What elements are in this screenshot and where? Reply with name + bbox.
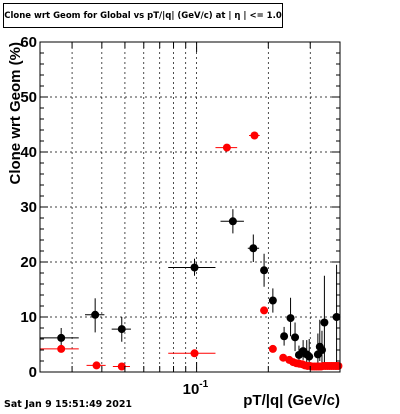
- series-0: [40, 209, 341, 367]
- marker: [57, 344, 66, 353]
- data-point-black: [280, 326, 289, 346]
- data-point-red: [86, 361, 106, 370]
- data-point-black: [332, 264, 341, 367]
- data-point-red: [334, 361, 343, 370]
- data-point-black: [85, 298, 105, 333]
- data-point-black: [320, 275, 329, 367]
- marker: [279, 353, 288, 362]
- marker: [249, 244, 258, 253]
- data-point-black: [305, 339, 314, 367]
- data-point-black: [111, 317, 131, 342]
- marker: [305, 352, 314, 361]
- marker: [320, 318, 329, 327]
- y-tick-label: 40: [20, 144, 37, 161]
- marker: [117, 325, 126, 334]
- data-point-red: [215, 143, 238, 152]
- marker: [280, 332, 289, 341]
- data-point-black: [268, 288, 277, 313]
- chart-title: Clone wrt Geom for Global vs pT/|q| (GeV…: [3, 3, 283, 28]
- marker: [268, 344, 277, 353]
- data-point-red: [40, 344, 79, 353]
- data-point-red: [168, 349, 216, 358]
- marker: [260, 266, 269, 275]
- data-point-red: [112, 362, 130, 371]
- marker: [268, 296, 277, 305]
- marker: [228, 217, 237, 226]
- marker: [190, 263, 199, 272]
- y-tick-label: 60: [20, 34, 37, 51]
- marker: [222, 143, 231, 152]
- marker: [190, 349, 199, 358]
- marker: [250, 131, 259, 140]
- x-tick-label: 10-1: [183, 379, 209, 398]
- data-point-red: [260, 306, 269, 315]
- data-point-black: [286, 297, 295, 337]
- y-axis-title: Clone wrt Geom (%): [7, 42, 24, 185]
- axis-ticks: 0 10 20 30 40 50 60 10-1: [20, 34, 340, 398]
- grid: [40, 42, 340, 372]
- x-axis-title: pT/|q| (GeV/c): [243, 392, 340, 409]
- y-tick-label: 50: [20, 89, 37, 106]
- series-1: [40, 131, 343, 371]
- marker: [91, 310, 100, 319]
- data-point-black: [260, 253, 269, 287]
- data-point-black: [247, 234, 260, 262]
- marker: [291, 333, 300, 342]
- marker: [334, 361, 343, 370]
- y-tick-label: 30: [20, 199, 37, 216]
- data-point-black: [168, 258, 216, 276]
- marker: [286, 314, 295, 323]
- data-marks: [40, 131, 343, 371]
- marker: [117, 362, 126, 371]
- data-point-black: [291, 322, 300, 352]
- timestamp: Sat Jan 9 15:51:49 2021: [4, 399, 133, 410]
- marker: [260, 306, 269, 315]
- data-point-red: [249, 131, 260, 140]
- y-tick-label: 20: [20, 254, 37, 271]
- data-point-black: [220, 209, 244, 234]
- marker: [57, 333, 66, 342]
- data-point-black: [40, 328, 79, 349]
- marker: [92, 361, 101, 370]
- data-point-red: [279, 353, 288, 362]
- y-tick-label: 0: [29, 364, 37, 381]
- y-tick-label: 10: [20, 309, 37, 326]
- data-point-red: [268, 344, 277, 353]
